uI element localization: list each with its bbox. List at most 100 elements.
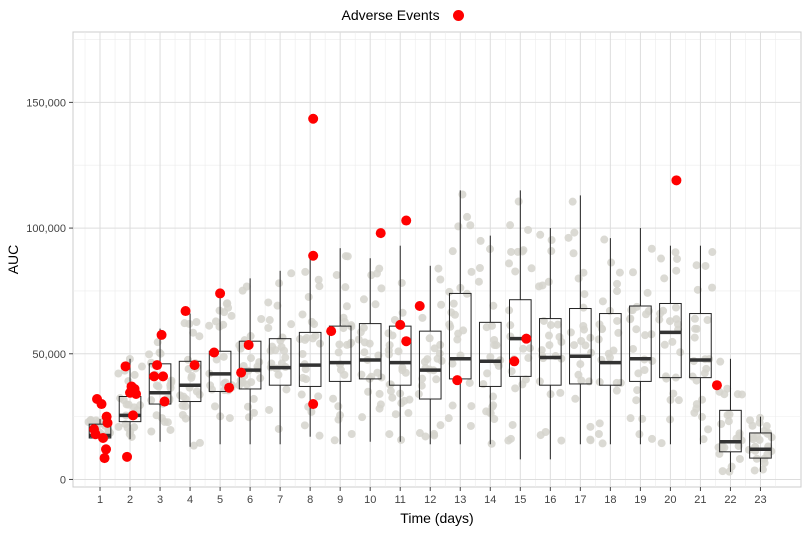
y-tick-label: 50,000: [32, 349, 66, 361]
y-tick-label: 100,000: [26, 223, 66, 235]
observation-point: [571, 394, 580, 403]
observation-point: [607, 258, 616, 267]
observation-point: [280, 346, 289, 355]
observation-point: [334, 348, 343, 357]
observation-point: [418, 374, 427, 383]
x-tick-label: 5: [217, 494, 223, 506]
observation-point: [264, 323, 273, 332]
box-iqr: [418, 330, 442, 400]
observation-point: [246, 354, 255, 363]
observation-point: [297, 390, 306, 399]
x-tick-label: 14: [484, 494, 496, 506]
observation-point: [586, 436, 595, 445]
observation-point: [634, 369, 643, 378]
observation-point: [657, 439, 666, 448]
observation-point: [314, 392, 323, 401]
box-day-8: [298, 253, 322, 437]
observation-point: [535, 282, 544, 291]
box-day-19: [629, 228, 652, 445]
observation-point: [365, 339, 374, 348]
y-axis-title: AUC: [5, 245, 21, 275]
observation-point: [489, 401, 498, 410]
observation-point: [577, 376, 586, 385]
observation-point: [505, 259, 514, 268]
x-tick-label: 18: [604, 494, 616, 506]
observation-point: [212, 355, 221, 364]
observation-point: [475, 263, 484, 272]
observation-point: [600, 235, 609, 244]
observation-point: [628, 268, 637, 277]
observation-point: [544, 331, 553, 340]
observation-point: [692, 261, 701, 270]
observation-point: [332, 271, 341, 280]
observation-point: [547, 247, 556, 256]
observation-point: [391, 410, 400, 419]
observation-point: [463, 212, 472, 221]
observation-point: [130, 370, 139, 379]
observation-point: [467, 402, 476, 411]
box-day-12: [418, 265, 442, 445]
observation-point: [264, 298, 273, 307]
observation-point: [242, 282, 251, 291]
observation-point: [547, 236, 556, 245]
observation-point: [450, 310, 459, 319]
observation-point: [195, 332, 204, 341]
observation-point: [506, 321, 515, 330]
box-iqr: [208, 350, 232, 392]
observation-point: [632, 325, 641, 334]
observation-point: [244, 413, 253, 422]
observation-point: [437, 300, 446, 309]
observation-point: [114, 422, 123, 431]
observation-point: [130, 423, 139, 432]
observation-point: [718, 467, 727, 476]
x-tick-label: 6: [247, 494, 253, 506]
observation-point: [638, 414, 647, 423]
observation-point: [341, 283, 350, 292]
observation-point: [492, 341, 501, 350]
observation-point: [672, 266, 681, 275]
adverse-event-point: [149, 371, 160, 382]
y-tick-label: 0: [60, 474, 66, 486]
x-tick-label: 10: [364, 494, 376, 506]
observation-point: [467, 267, 476, 276]
observation-point: [136, 401, 145, 410]
observation-point: [336, 365, 345, 374]
observation-point: [404, 409, 413, 418]
observation-point: [145, 350, 154, 359]
observation-point: [220, 308, 229, 317]
observation-point: [536, 431, 545, 440]
observation-point: [187, 373, 196, 382]
observation-point: [750, 466, 759, 475]
observation-point: [311, 331, 320, 340]
observation-point: [671, 248, 680, 257]
observation-point: [176, 391, 185, 400]
observation-point: [489, 392, 498, 401]
observation-point: [298, 373, 307, 382]
box-iqr: [599, 313, 622, 386]
observation-point: [195, 438, 204, 447]
observation-point: [219, 320, 228, 329]
observation-point: [453, 335, 462, 344]
observation-point: [384, 346, 393, 355]
adverse-event-point: [189, 360, 200, 371]
adverse-event-point: [671, 175, 682, 186]
observation-point: [556, 388, 565, 397]
adverse-event-point: [243, 339, 254, 350]
observation-point: [489, 301, 498, 310]
observation-point: [316, 339, 325, 348]
observation-point: [692, 404, 701, 413]
box-iqr: [178, 360, 202, 403]
observation-point: [189, 441, 198, 450]
observation-point: [665, 317, 674, 326]
observation-point: [298, 310, 307, 319]
observation-point: [425, 334, 434, 343]
observation-point: [568, 197, 577, 206]
observation-point: [180, 319, 189, 328]
observation-point: [388, 331, 397, 340]
observation-point: [373, 368, 382, 377]
observation-point: [676, 348, 685, 357]
observation-point: [537, 346, 546, 355]
observation-point: [448, 359, 457, 368]
observation-point: [614, 328, 623, 337]
